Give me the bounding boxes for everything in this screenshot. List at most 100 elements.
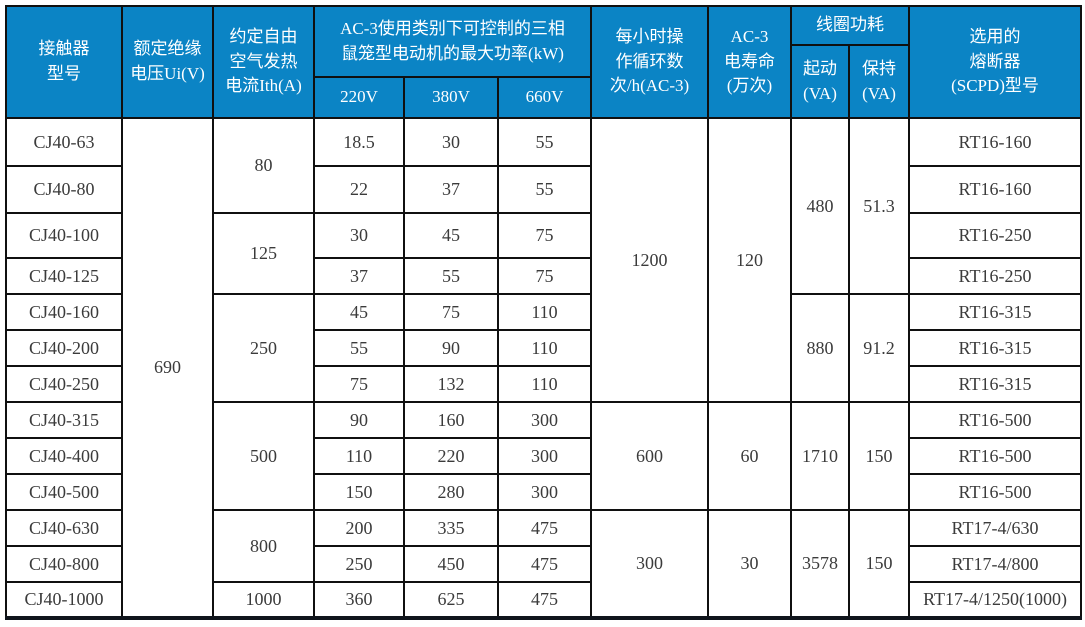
cell-power-660: 300 <box>496 401 593 439</box>
cell-power-380: 160 <box>403 401 499 439</box>
cell-power-220: 90 <box>313 401 405 439</box>
cell-power-220: 37 <box>313 257 405 295</box>
cell-model: CJ40-125 <box>5 257 123 295</box>
cell-model: CJ40-500 <box>5 473 123 511</box>
cell-hold-va: 51.3 <box>848 117 911 295</box>
header-operating-cycles: 每小时操 作循环数 次/h(AC-3) <box>590 5 710 119</box>
cell-life: 60 <box>707 401 793 511</box>
cell-power-220: 75 <box>313 365 405 403</box>
cell-ith: 1000 <box>212 581 315 619</box>
cell-model: CJ40-100 <box>5 212 123 259</box>
header-contactor-model: 接触器 型号 <box>5 5 123 119</box>
cell-power-380: 30 <box>403 117 499 167</box>
cell-fuse: RT16-160 <box>908 165 1083 214</box>
cell-power-220: 45 <box>313 293 405 331</box>
cell-power-380: 280 <box>403 473 499 511</box>
cell-model: CJ40-160 <box>5 293 123 331</box>
cell-power-380: 450 <box>403 545 499 583</box>
cell-power-660: 300 <box>496 473 593 511</box>
cell-cycles: 600 <box>590 401 710 511</box>
cell-power-380: 55 <box>403 257 499 295</box>
cell-fuse: RT16-315 <box>908 293 1083 331</box>
cell-hold-va: 150 <box>848 509 911 619</box>
cell-power-220: 18.5 <box>313 117 405 167</box>
cell-power-220: 250 <box>313 545 405 583</box>
cell-model: CJ40-800 <box>5 545 123 583</box>
cell-power-220: 150 <box>313 473 405 511</box>
header-conventional-thermal-current: 约定自由 空气发热 电流Ith(A) <box>212 5 315 119</box>
header-start-va: 起动 (VA) <box>790 44 851 119</box>
cell-power-660: 475 <box>496 509 593 547</box>
cell-ith: 80 <box>212 117 315 214</box>
cell-power-660: 75 <box>496 257 593 295</box>
cell-power-380: 132 <box>403 365 499 403</box>
cell-cycles: 1200 <box>590 117 710 403</box>
cell-ith: 500 <box>212 401 315 511</box>
header-220v: 220V <box>313 76 405 119</box>
cell-fuse: RT17-4/800 <box>908 545 1083 583</box>
cell-power-660: 55 <box>496 165 593 214</box>
cell-start-va: 480 <box>790 117 851 295</box>
contactor-spec-table: 接触器 型号 额定绝缘 电压Ui(V) 约定自由 空气发热 电流Ith(A) A… <box>5 5 1083 620</box>
cell-power-380: 37 <box>403 165 499 214</box>
cell-power-380: 335 <box>403 509 499 547</box>
cell-fuse: RT16-500 <box>908 473 1083 511</box>
header-380v: 380V <box>403 76 499 119</box>
cell-fuse: RT16-500 <box>908 401 1083 439</box>
header-fuse-type: 选用的 熔断器 (SCPD)型号 <box>908 5 1083 119</box>
cell-power-220: 360 <box>313 581 405 619</box>
cell-power-660: 75 <box>496 212 593 259</box>
cell-fuse: RT17-4/1250(1000) <box>908 581 1083 619</box>
cell-ith: 125 <box>212 212 315 295</box>
cell-power-380: 220 <box>403 437 499 475</box>
header-electrical-life: AC-3 电寿命 (万次) <box>707 5 793 119</box>
cell-power-380: 90 <box>403 329 499 367</box>
cell-fuse: RT16-250 <box>908 212 1083 259</box>
header-660v: 660V <box>496 76 593 119</box>
cell-power-660: 110 <box>496 293 593 331</box>
cell-model: CJ40-1000 <box>5 581 123 619</box>
cell-life: 120 <box>707 117 793 403</box>
cell-power-380: 625 <box>403 581 499 619</box>
cell-fuse: RT16-160 <box>908 117 1083 167</box>
cell-model: CJ40-315 <box>5 401 123 439</box>
cell-cycles: 300 <box>590 509 710 619</box>
cell-power-660: 110 <box>496 365 593 403</box>
cell-life: 30 <box>707 509 793 619</box>
cell-power-660: 475 <box>496 545 593 583</box>
header-hold-va: 保持 (VA) <box>848 44 911 119</box>
cell-start-va: 1710 <box>790 401 851 511</box>
cell-model: CJ40-200 <box>5 329 123 367</box>
cell-model: CJ40-80 <box>5 165 123 214</box>
cell-fuse: RT16-315 <box>908 329 1083 367</box>
cell-power-220: 200 <box>313 509 405 547</box>
header-rated-insulation-voltage: 额定绝缘 电压Ui(V) <box>121 5 214 119</box>
cell-hold-va: 150 <box>848 401 911 511</box>
cell-model: CJ40-63 <box>5 117 123 167</box>
cell-power-660: 55 <box>496 117 593 167</box>
cell-power-220: 55 <box>313 329 405 367</box>
cell-power-380: 75 <box>403 293 499 331</box>
header-ac3-max-power: AC-3使用类别下可控制的三相 鼠笼型电动机的最大功率(kW) <box>312 5 593 78</box>
cell-power-220: 30 <box>313 212 405 259</box>
cell-power-380: 45 <box>403 212 499 259</box>
cell-ui-voltage: 690 <box>121 117 214 619</box>
cell-power-660: 300 <box>496 437 593 475</box>
cell-fuse: RT16-315 <box>908 365 1083 403</box>
cell-fuse: RT16-500 <box>908 437 1083 475</box>
cell-model: CJ40-250 <box>5 365 123 403</box>
cell-power-220: 22 <box>313 165 405 214</box>
cell-start-va: 3578 <box>790 509 851 619</box>
cell-fuse: RT17-4/630 <box>908 509 1083 547</box>
cell-power-220: 110 <box>313 437 405 475</box>
cell-ith: 800 <box>212 509 315 583</box>
cell-model: CJ40-630 <box>5 509 123 547</box>
cell-ith: 250 <box>212 293 315 403</box>
cell-hold-va: 91.2 <box>848 293 911 403</box>
cell-power-660: 475 <box>496 581 593 619</box>
cell-fuse: RT16-250 <box>908 257 1083 295</box>
cell-model: CJ40-400 <box>5 437 123 475</box>
header-coil-consumption: 线圈功耗 <box>790 5 911 46</box>
cell-power-660: 110 <box>496 329 593 367</box>
